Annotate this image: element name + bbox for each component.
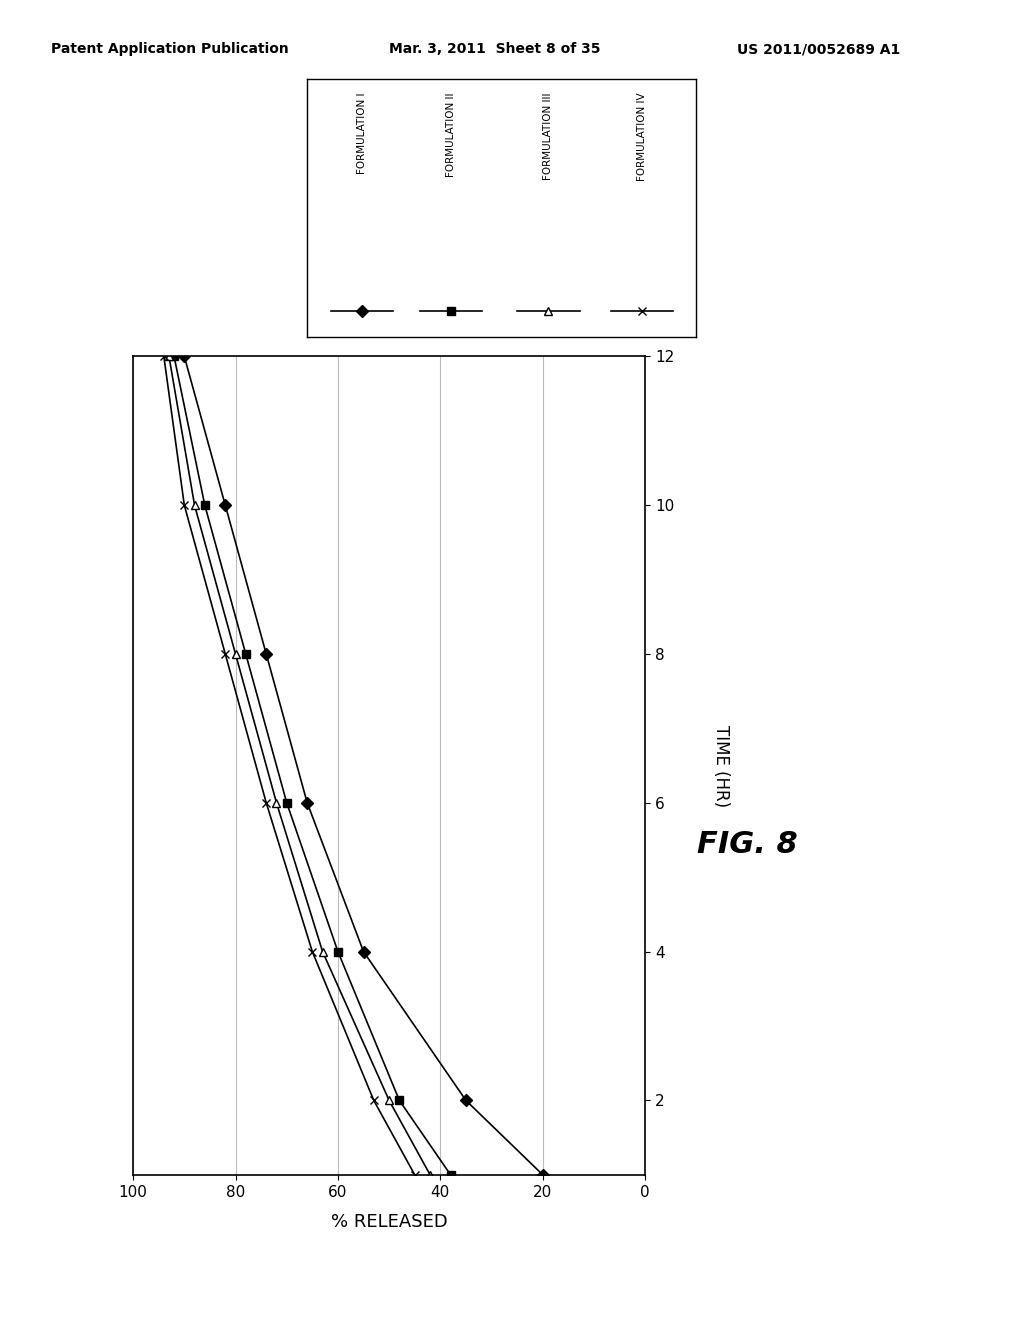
Text: FORMULATION II: FORMULATION II — [446, 92, 456, 177]
FORMULATION I — [301, 795, 313, 810]
FORMULATION III — [188, 498, 201, 513]
Text: Mar. 3, 2011  Sheet 8 of 35: Mar. 3, 2011 Sheet 8 of 35 — [389, 42, 601, 57]
Text: FORMULATION III: FORMULATION III — [544, 92, 553, 180]
FORMULATION I — [537, 1167, 549, 1183]
FORMULATION I — [178, 348, 190, 364]
FORMULATION III — [270, 795, 283, 810]
FORMULATION III — [229, 645, 242, 661]
FORMULATION IV — [368, 1093, 380, 1109]
FORMULATION II — [332, 944, 344, 960]
Text: Patent Application Publication: Patent Application Publication — [51, 42, 289, 57]
FORMULATION II — [199, 498, 211, 513]
FORMULATION II — [444, 1167, 457, 1183]
FORMULATION I — [219, 498, 231, 513]
FORMULATION III — [424, 1167, 436, 1183]
FORMULATION IV — [219, 645, 231, 661]
Text: FORMULATION I: FORMULATION I — [356, 92, 367, 173]
FORMULATION I — [460, 1093, 472, 1109]
FORMULATION II — [281, 795, 293, 810]
Text: FORMULATION IV: FORMULATION IV — [637, 92, 647, 181]
FORMULATION IV — [306, 944, 318, 960]
Line: FORMULATION III: FORMULATION III — [165, 352, 434, 1179]
FORMULATION III — [163, 348, 175, 364]
FORMULATION IV — [178, 498, 190, 513]
X-axis label: % RELEASED: % RELEASED — [331, 1213, 447, 1232]
Text: US 2011/0052689 A1: US 2011/0052689 A1 — [737, 42, 900, 57]
FORMULATION II — [393, 1093, 406, 1109]
FORMULATION I — [260, 645, 272, 661]
FORMULATION III — [383, 1093, 395, 1109]
Line: FORMULATION II: FORMULATION II — [170, 352, 455, 1179]
FORMULATION II — [240, 645, 252, 661]
FORMULATION IV — [158, 348, 170, 364]
FORMULATION IV — [260, 795, 272, 810]
FORMULATION II — [168, 348, 180, 364]
FORMULATION IV — [409, 1167, 421, 1183]
Line: FORMULATION IV: FORMULATION IV — [160, 352, 419, 1179]
Line: FORMULATION I: FORMULATION I — [180, 352, 547, 1179]
FORMULATION I — [357, 944, 370, 960]
FORMULATION III — [316, 944, 329, 960]
Text: FIG. 8: FIG. 8 — [697, 830, 798, 859]
Y-axis label: TIME (HR): TIME (HR) — [712, 725, 730, 807]
